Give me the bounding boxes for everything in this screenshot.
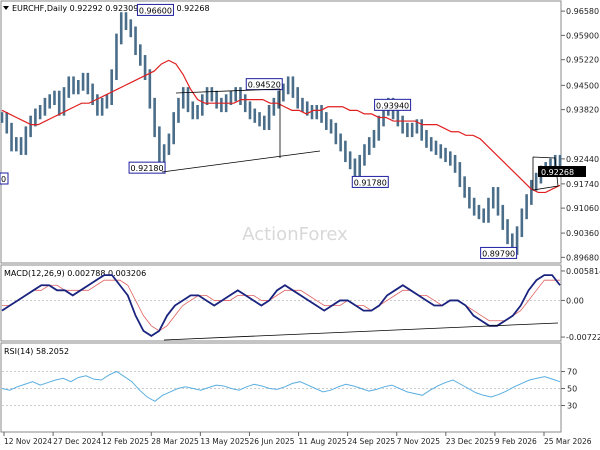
- x-tick-label: 9 Feb 2026: [495, 437, 537, 446]
- macd-tick-label: 0.00: [566, 296, 584, 305]
- resistance-trendline: [175, 88, 281, 94]
- rsi-tick-label: 50: [567, 385, 577, 394]
- price-annotation-label: 0.96600: [139, 6, 172, 15]
- rsi-ticks: 70 50 30: [2, 368, 577, 411]
- price-tick-label: 0.89680: [566, 253, 599, 262]
- macd-series: [1, 274, 561, 341]
- rsi-panel: [0, 342, 562, 433]
- x-tick-label: 7 Nov 2025: [397, 437, 440, 446]
- rsi-tick-label: 30: [567, 402, 577, 411]
- price-tick-label: 0.93820: [566, 106, 599, 115]
- price-tick-label: 0.95900: [566, 31, 599, 40]
- price-annotation-box: [128, 161, 166, 174]
- price-ticks: 0.96580 0.95900 0.95220 0.94500 0.93820 0.924…: [561, 7, 599, 262]
- moving-average-line: [1, 59, 561, 194]
- last-price-tag: [538, 166, 586, 177]
- x-tick-label: 13 May 2025: [200, 437, 249, 446]
- price-annotations: 0.96600 0.94520 0.92180 0.93940 0.91780 0.897…: [128, 3, 518, 259]
- macd-label: MACD(12,26,9) 0.002788 0.003206: [4, 269, 146, 278]
- price-trendlines: [161, 88, 559, 191]
- x-tick-label: 12 Nov 2024: [4, 437, 52, 446]
- price-tick-label: 0.94500: [566, 81, 599, 90]
- price-annotation-label: 0.91780: [354, 178, 387, 187]
- price-tick-label: 0.91060: [566, 204, 599, 213]
- consolidation-box: [532, 156, 559, 191]
- price-annotation-box: [374, 98, 412, 111]
- x-tick-label: 12 Feb 2025: [102, 437, 149, 446]
- rsi-line: [1, 370, 561, 402]
- last-price-label: 0.92268: [541, 168, 574, 177]
- price-series: [0, 12, 562, 255]
- macd-tick-label: -0.007222: [566, 333, 600, 342]
- dropdown-icon: [3, 6, 9, 10]
- macd-line: [1, 274, 561, 338]
- macd-tick-label: 0.005814: [566, 267, 600, 276]
- x-tick-label: 26 Jun 2025: [249, 437, 294, 446]
- price-annotation-box: [136, 3, 174, 16]
- watermark: ActionForex: [242, 224, 348, 245]
- x-tick-label: 23 Dec 2025: [446, 437, 494, 446]
- rsi-series: [1, 370, 561, 402]
- x-tick-label: 25 Mar 2026: [544, 437, 592, 446]
- price-tick-label: 0.90360: [566, 229, 599, 238]
- price-annotation-label: 0.94520: [248, 81, 281, 90]
- left-edge-tag: [0, 172, 9, 185]
- price-panel: [0, 0, 562, 264]
- x-tick-label: 28 Mar 2025: [151, 437, 199, 446]
- macd-ticks: 0.005814 0.00 -0.007222: [561, 267, 600, 342]
- price-annotation-box: [351, 175, 389, 188]
- rsi-label: RSI(14) 58.2052: [4, 347, 69, 356]
- macd-trendline: [163, 322, 559, 341]
- price-tick-label: 0.95220: [566, 56, 599, 65]
- x-tick-label: 24 Sep 2025: [348, 437, 396, 446]
- x-tick-label: 27 Dec 2024: [53, 437, 101, 446]
- price-annotation-label: 0.93940: [376, 101, 409, 110]
- price-tick-label: 0.92440: [566, 155, 599, 164]
- left-edge-label: 0: [1, 175, 6, 184]
- price-annotation-box: [480, 246, 518, 259]
- price-annotation-label: 0.89790: [482, 249, 515, 258]
- macd-panel: [0, 264, 562, 342]
- price-tick-label: 0.91740: [566, 180, 599, 189]
- x-tick-label: 11 Aug 2025: [299, 437, 347, 446]
- rsi-tick-label: 70: [567, 368, 577, 377]
- price-annotation-label: 0.92180: [131, 164, 164, 173]
- chart-title: EURCHF,Daily 0.92292 0.92309 0.92227 0.9…: [12, 4, 210, 13]
- price-tick-label: 0.96580: [566, 7, 599, 16]
- support-trendline: [161, 150, 321, 173]
- x-axis: 12 Nov 2024 27 Dec 2024 12 Feb 2025 28 Mar …: [3, 432, 592, 446]
